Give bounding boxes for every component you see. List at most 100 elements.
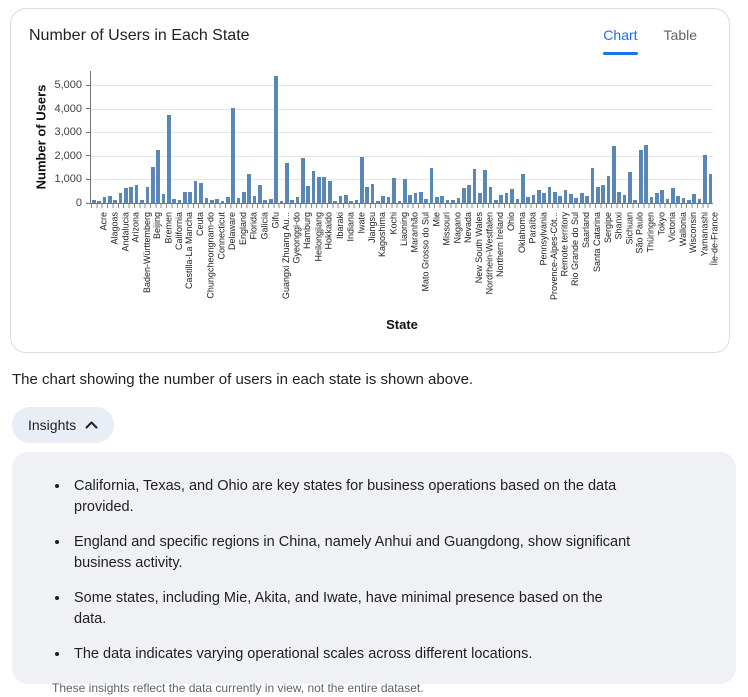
bar[interactable]	[644, 144, 648, 203]
bar[interactable]	[617, 192, 622, 203]
bar[interactable]	[440, 196, 445, 203]
bar[interactable]	[397, 200, 402, 203]
bar[interactable]	[376, 200, 380, 203]
bar[interactable]	[295, 196, 300, 203]
bar[interactable]	[97, 201, 101, 203]
bar[interactable]	[236, 197, 241, 203]
bar[interactable]	[311, 170, 316, 203]
bar[interactable]	[467, 184, 471, 203]
bar[interactable]	[204, 198, 209, 203]
bar[interactable]	[563, 189, 568, 203]
bar[interactable]	[129, 186, 134, 203]
insights-toggle-button[interactable]: Insights	[12, 407, 115, 443]
bar[interactable]	[172, 198, 177, 203]
bar[interactable]	[424, 199, 429, 203]
bar[interactable]	[628, 172, 632, 203]
bar[interactable]	[558, 196, 563, 203]
bar[interactable]	[520, 174, 525, 203]
bar[interactable]	[504, 193, 509, 203]
bar[interactable]	[113, 200, 118, 203]
bar[interactable]	[697, 198, 702, 203]
bar[interactable]	[338, 195, 343, 203]
tab-table[interactable]: Table	[664, 25, 697, 55]
bar[interactable]	[322, 176, 327, 203]
bar[interactable]	[107, 196, 112, 203]
bar[interactable]	[343, 195, 348, 203]
bar[interactable]	[301, 158, 305, 203]
bar[interactable]	[290, 200, 294, 203]
bar[interactable]	[370, 183, 375, 203]
bar[interactable]	[188, 191, 193, 203]
bar[interactable]	[574, 198, 579, 203]
bar[interactable]	[392, 178, 396, 203]
bar[interactable]	[606, 175, 611, 203]
bar[interactable]	[510, 189, 514, 203]
bar[interactable]	[547, 186, 552, 203]
bar[interactable]	[349, 200, 353, 203]
bar[interactable]	[612, 146, 616, 203]
bar[interactable]	[681, 197, 686, 203]
bar[interactable]	[258, 184, 262, 203]
bar[interactable]	[365, 187, 370, 203]
bar[interactable]	[488, 186, 493, 203]
bar[interactable]	[354, 199, 359, 203]
bar[interactable]	[140, 199, 144, 203]
bar[interactable]	[161, 194, 166, 203]
bar[interactable]	[671, 188, 675, 203]
bar[interactable]	[553, 191, 557, 203]
bar[interactable]	[225, 196, 230, 203]
bar[interactable]	[483, 170, 488, 203]
bar[interactable]	[665, 198, 670, 203]
bar[interactable]	[402, 179, 407, 203]
bar[interactable]	[654, 193, 659, 203]
bar[interactable]	[622, 195, 627, 203]
bar[interactable]	[306, 185, 311, 203]
bar[interactable]	[284, 162, 289, 203]
bar[interactable]	[445, 200, 450, 203]
bar[interactable]	[102, 197, 107, 203]
bar[interactable]	[279, 200, 284, 203]
bar[interactable]	[124, 188, 128, 203]
bar[interactable]	[156, 150, 160, 203]
bar[interactable]	[274, 75, 278, 203]
bar[interactable]	[649, 197, 654, 203]
bar[interactable]	[499, 194, 504, 203]
bar[interactable]	[220, 200, 225, 203]
bar[interactable]	[660, 190, 664, 203]
bar[interactable]	[150, 167, 155, 203]
bar[interactable]	[590, 168, 595, 203]
bar[interactable]	[252, 195, 257, 203]
bar[interactable]	[477, 193, 482, 203]
bar[interactable]	[118, 192, 123, 203]
tab-chart[interactable]: Chart	[603, 25, 638, 55]
bar[interactable]	[461, 188, 466, 203]
bar[interactable]	[386, 197, 391, 203]
bar[interactable]	[317, 177, 321, 203]
bar[interactable]	[381, 195, 386, 203]
bar[interactable]	[247, 173, 252, 203]
bar[interactable]	[333, 200, 337, 203]
bar[interactable]	[601, 184, 605, 203]
bar[interactable]	[268, 198, 273, 203]
bar[interactable]	[638, 150, 643, 203]
bar[interactable]	[456, 197, 461, 203]
bar[interactable]	[360, 157, 364, 203]
bar[interactable]	[91, 200, 96, 203]
bar[interactable]	[531, 194, 536, 203]
bar[interactable]	[413, 193, 418, 203]
bar[interactable]	[231, 107, 235, 203]
bar[interactable]	[418, 191, 423, 203]
bar[interactable]	[676, 195, 681, 203]
bar[interactable]	[708, 173, 713, 203]
bar[interactable]	[145, 187, 150, 203]
bar[interactable]	[595, 186, 600, 203]
bar[interactable]	[526, 197, 530, 203]
bar[interactable]	[183, 192, 187, 203]
bar[interactable]	[542, 193, 546, 203]
bar[interactable]	[703, 154, 707, 203]
bar[interactable]	[451, 199, 455, 203]
bar[interactable]	[134, 185, 139, 203]
bar[interactable]	[472, 169, 477, 203]
bar[interactable]	[687, 199, 691, 203]
bar[interactable]	[569, 193, 573, 203]
